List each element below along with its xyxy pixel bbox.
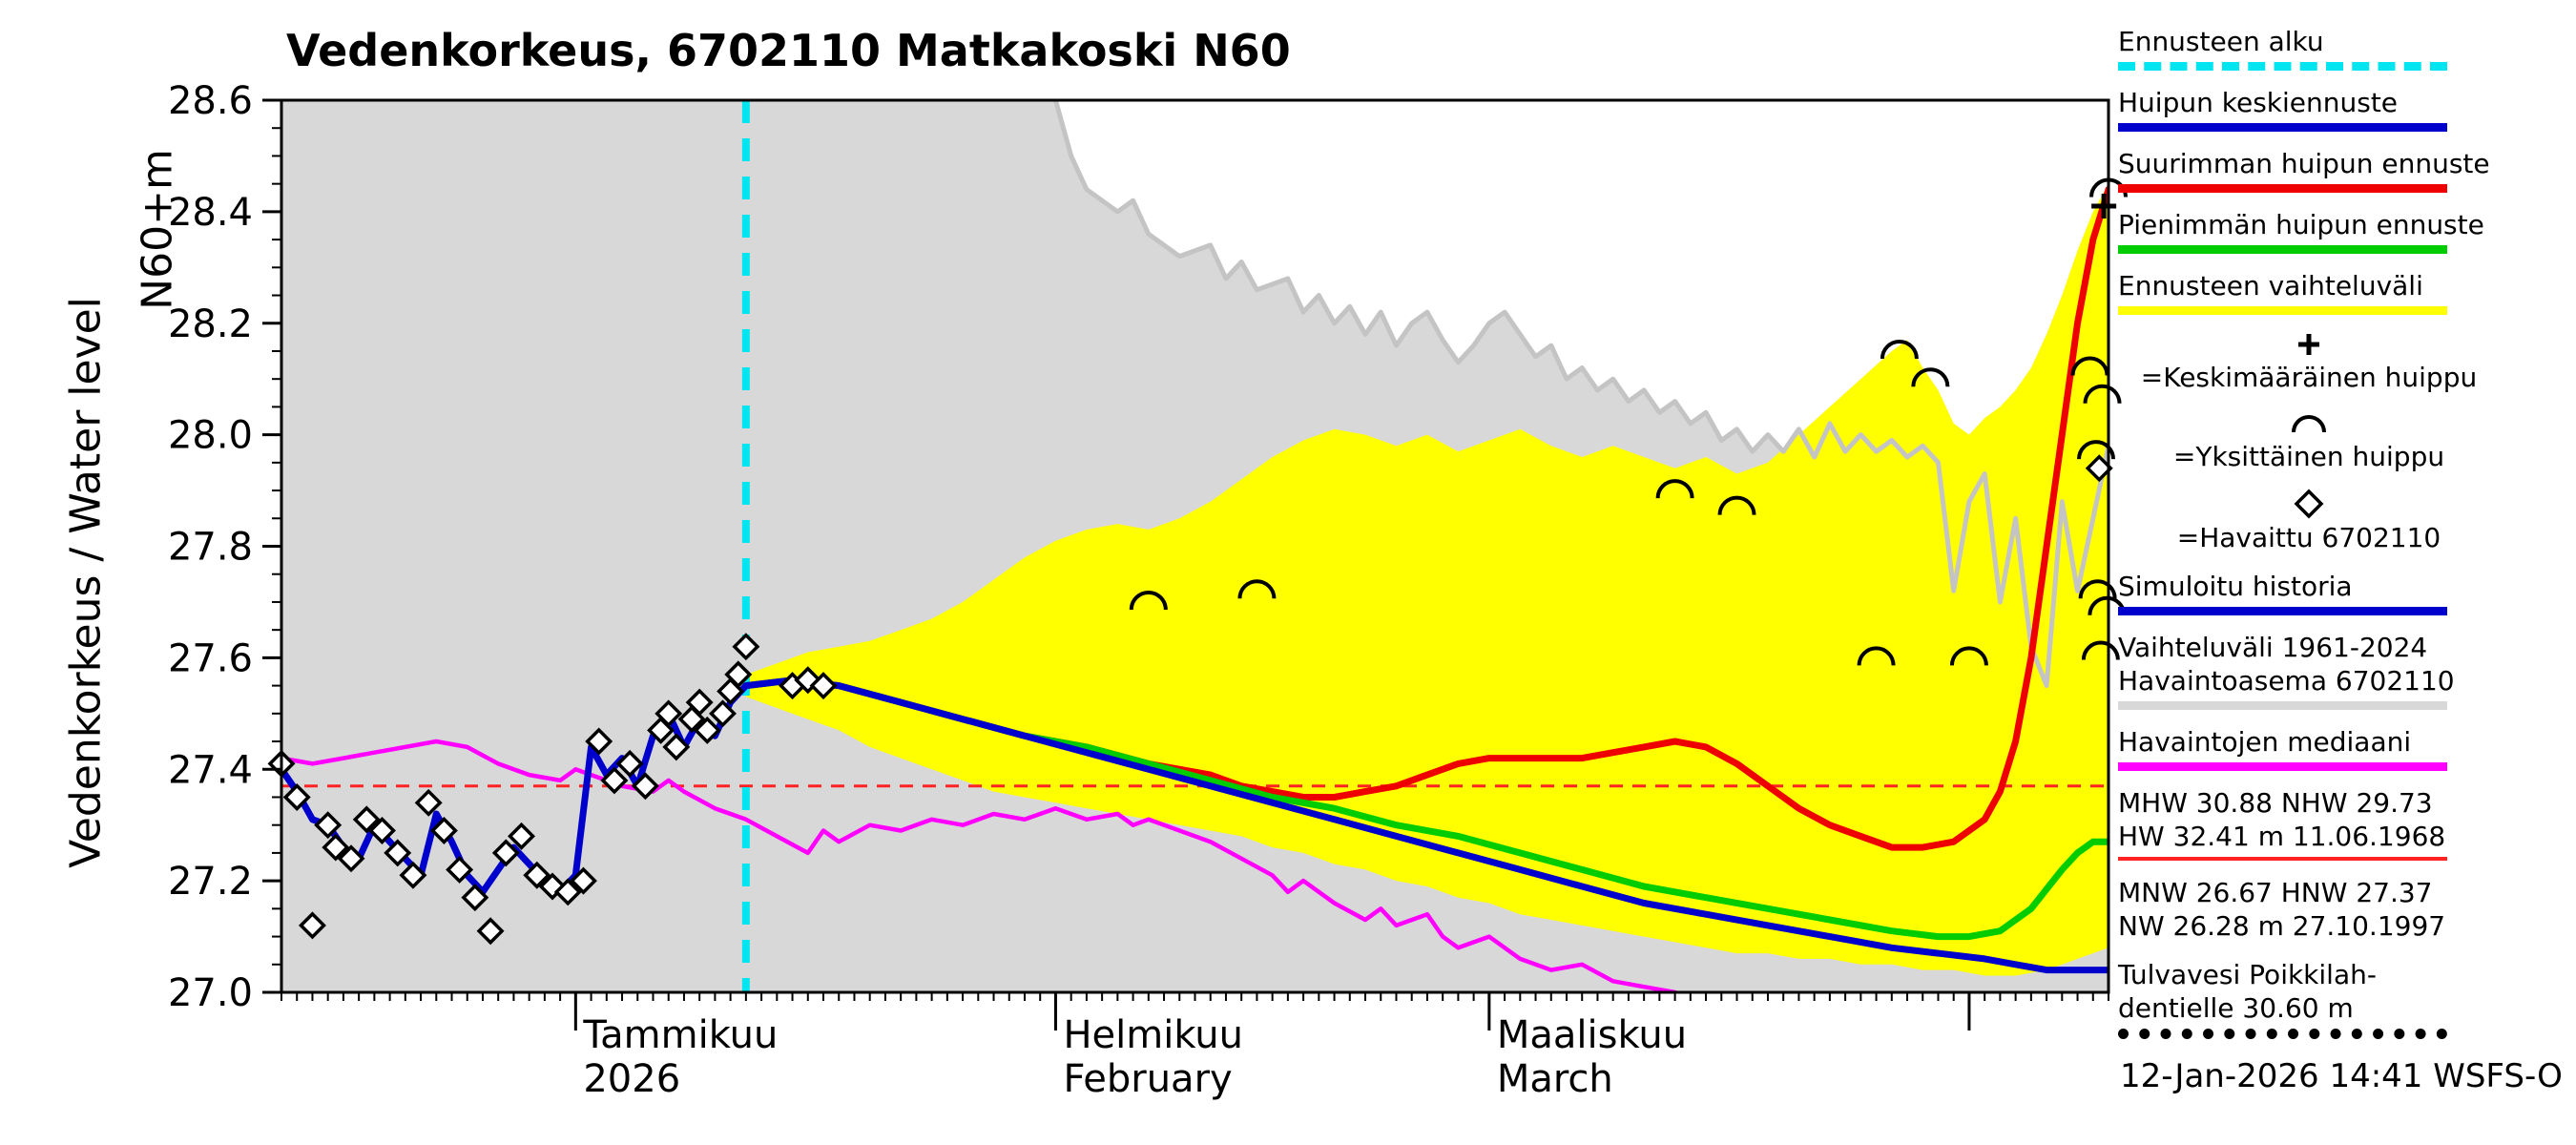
chart-title: Vedenkorkeus, 6702110 Matkakoski N60	[286, 25, 1291, 76]
svg-text:Helmikuu: Helmikuu	[1063, 1013, 1243, 1057]
svg-text:February: February	[1063, 1057, 1232, 1101]
legend-item-simulated-history: Simuloitu historia	[2118, 570, 2500, 615]
legend-label: Simuloitu historia	[2118, 571, 2353, 602]
legend-label: HW 32.41 m 11.06.1968	[2118, 821, 2446, 852]
diamond-icon	[2294, 489, 2324, 519]
legend-label: Havaintojen mediaani	[2118, 726, 2412, 758]
simulated-history-line-sample	[2118, 607, 2447, 615]
legend-item-low-water-stats: MNW 26.67 HNW 27.37 NW 26.28 m 27.10.199…	[2118, 876, 2500, 943]
arc-icon	[2292, 415, 2326, 433]
legend-label: Huipun keskiennuste	[2118, 87, 2399, 118]
legend-item-observed-glyph: =Havaittu 6702110	[2118, 489, 2500, 554]
timestamp-footer: 12-Jan-2026 14:41 WSFS-O	[2120, 1057, 2563, 1095]
legend-item-mean-peak-forecast: Huipun keskiennuste	[2118, 86, 2500, 132]
svg-text:Tammikuu: Tammikuu	[582, 1013, 778, 1057]
svg-text:28.6: 28.6	[168, 79, 253, 123]
legend-label: dentielle 30.60 m	[2118, 992, 2354, 1024]
legend-label: Havaintoasema 6702110	[2118, 665, 2455, 697]
svg-text:28.0: 28.0	[168, 414, 253, 458]
legend-label: Ennusteen vaihteluväli	[2118, 270, 2423, 302]
legend-label: Suurimman huipun ennuste	[2118, 148, 2490, 179]
svg-text:27.4: 27.4	[168, 748, 253, 792]
legend-item-forecast-start: Ennusteen alku	[2118, 25, 2500, 71]
legend-item-min-peak-forecast: Pienimmän huipun ennuste	[2118, 208, 2500, 254]
observed-range-sample	[2118, 701, 2447, 710]
legend-item-forecast-range: Ennusteen vaihteluväli	[2118, 269, 2500, 315]
forecast-start-line-sample	[2118, 62, 2447, 71]
legend-item-mean-peak-glyph: =Keskimääräinen huippu	[2118, 330, 2500, 394]
max-forecast-line-sample	[2118, 184, 2447, 193]
plus-icon	[2298, 334, 2319, 355]
legend-label: =Havaittu 6702110	[2176, 522, 2441, 553]
observation-median-line-sample	[2118, 762, 2447, 771]
y-axis-label: Vedenkorkeus / Water level	[61, 297, 111, 868]
forecast-range-sample	[2118, 306, 2447, 315]
min-forecast-line-sample	[2118, 245, 2447, 254]
svg-text:28.4: 28.4	[168, 191, 253, 235]
legend-label: Pienimmän huipun ennuste	[2118, 209, 2484, 240]
legend-label: Vaihteluväli 1961-2024	[2118, 632, 2428, 663]
svg-text:Maaliskuu: Maaliskuu	[1497, 1013, 1687, 1057]
legend-item-single-peak-glyph: =Yksittäinen huippu	[2118, 409, 2500, 473]
legend-item-max-peak-forecast: Suurimman huipun ennuste	[2118, 147, 2500, 193]
svg-text:27.6: 27.6	[168, 636, 253, 680]
legend-label: Tulvavesi Poikkilah-	[2118, 959, 2377, 990]
y-axis-unit-label: N60+m	[133, 149, 182, 310]
mean-forecast-line-sample	[2118, 123, 2447, 132]
flood-level-line-sample	[2118, 1029, 2447, 1039]
legend-label: =Keskimääräinen huippu	[2140, 362, 2478, 393]
legend-item-observation-median: Havaintojen mediaani	[2118, 725, 2500, 771]
high-water-line-sample	[2118, 857, 2447, 861]
svg-text:28.2: 28.2	[168, 302, 253, 346]
svg-text:March: March	[1497, 1057, 1613, 1101]
legend-label: NW 26.28 m 27.10.1997	[2118, 910, 2446, 942]
legend-label: Ennusteen alku	[2118, 26, 2324, 57]
svg-text:27.8: 27.8	[168, 526, 253, 570]
legend-label: MHW 30.88 NHW 29.73	[2118, 787, 2433, 819]
svg-text:2026: 2026	[583, 1057, 680, 1101]
legend-item-high-water-stats: MHW 30.88 NHW 29.73 HW 32.41 m 11.06.196…	[2118, 786, 2500, 861]
legend-label: MNW 26.67 HNW 27.37	[2118, 877, 2433, 908]
svg-text:27.0: 27.0	[168, 971, 253, 1015]
legend-label: =Yksittäinen huippu	[2172, 441, 2445, 472]
svg-text:27.2: 27.2	[168, 860, 253, 904]
legend-item-flood-level: Tulvavesi Poikkilah- dentielle 30.60 m	[2118, 958, 2500, 1039]
legend-item-observed-range: Vaihteluväli 1961-2024 Havaintoasema 670…	[2118, 631, 2500, 710]
legend: Ennusteen alku Huipun keskiennuste Suuri…	[2118, 25, 2500, 1039]
